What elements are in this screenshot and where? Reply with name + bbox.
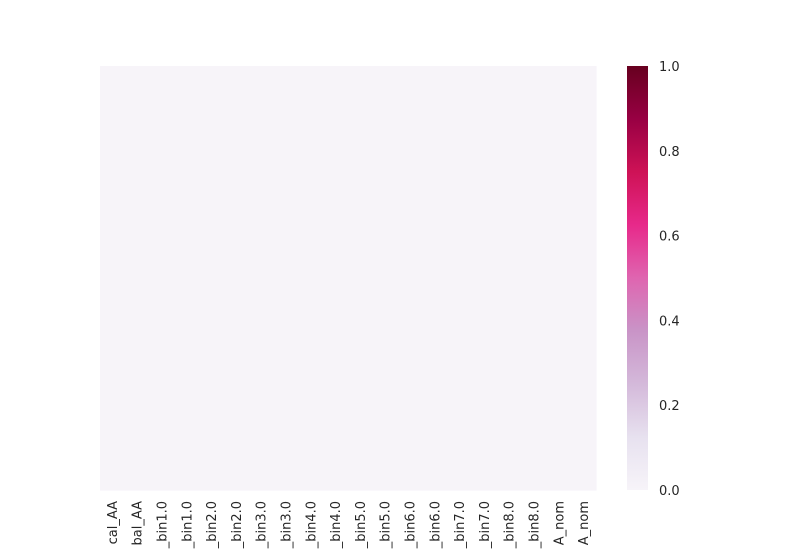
colorbar-tick-label: 0.0 xyxy=(659,484,680,499)
heatmap-cell xyxy=(521,66,547,491)
x-tick-label: cal_AA xyxy=(106,501,121,544)
x-tick-label: _bin4.0 xyxy=(329,501,344,549)
x-tick-label: _bin5.0 xyxy=(354,501,369,549)
x-tick-label: _bin3.0 xyxy=(280,501,295,549)
heatmap-cell xyxy=(472,66,498,491)
x-tick-label: _bin8.0 xyxy=(503,501,518,549)
colorbar-tick-label: 0.2 xyxy=(659,399,680,414)
colorbar-tick-label: 0.6 xyxy=(659,230,680,245)
x-tick-label: _bin3.0 xyxy=(255,501,270,549)
colorbar-tick-labels: 0.0 0.2 0.4 0.6 0.8 1.0 xyxy=(659,60,680,499)
heatmap-cell xyxy=(546,66,572,491)
x-tick-label: _bin2.0 xyxy=(205,501,220,549)
x-tick-label: _bin6.0 xyxy=(428,501,443,549)
heatmap-cell xyxy=(273,66,299,491)
heatmap-cell xyxy=(149,66,175,491)
heatmap-cell xyxy=(248,66,275,491)
colorbar xyxy=(627,66,648,490)
x-tick-label: _bin8.0 xyxy=(528,501,543,549)
x-tick-label: bal_AA xyxy=(131,501,146,546)
heatmap-cell xyxy=(348,66,374,491)
heatmap-cell xyxy=(496,66,523,491)
x-tick-label: _bin6.0 xyxy=(404,501,419,549)
colorbar-tick-label: 1.0 xyxy=(659,60,680,75)
heatmap-cell xyxy=(372,66,399,491)
x-tick-label: _bin4.0 xyxy=(304,501,319,549)
x-axis-tick-labels: cal_AA bal_AA _bin1.0 _bin1.0 _bin2.0 _bin2.0… xyxy=(106,501,592,549)
x-tick-label: _bin1.0 xyxy=(156,501,171,549)
x-tick-label: _bin5.0 xyxy=(379,501,394,549)
x-tick-label: _bin2.0 xyxy=(230,501,245,549)
heatmap-cell xyxy=(397,66,423,491)
x-tick-label: A_nom xyxy=(577,501,592,545)
heatmap-cell xyxy=(199,66,225,491)
x-tick-label: _bin7.0 xyxy=(478,501,493,549)
x-tick-label: _bin1.0 xyxy=(180,501,195,549)
colorbar-tick-label: 0.4 xyxy=(659,314,680,329)
x-tick-label: _bin7.0 xyxy=(453,501,468,549)
heatmap-cell xyxy=(422,66,448,491)
heatmap-cell xyxy=(571,66,597,491)
heatmap-cell xyxy=(447,66,473,491)
colorbar-tick-label: 0.8 xyxy=(659,145,680,160)
x-tick-label: A_nom xyxy=(552,501,567,545)
heatmap-cell xyxy=(124,66,151,491)
heatmap-cell xyxy=(100,66,126,491)
heatmap-cell xyxy=(323,66,349,491)
heatmap-cell xyxy=(174,66,200,491)
heatmap-cell xyxy=(298,66,324,491)
heatmap-cell xyxy=(224,66,250,491)
heatmap-cells xyxy=(100,66,597,491)
